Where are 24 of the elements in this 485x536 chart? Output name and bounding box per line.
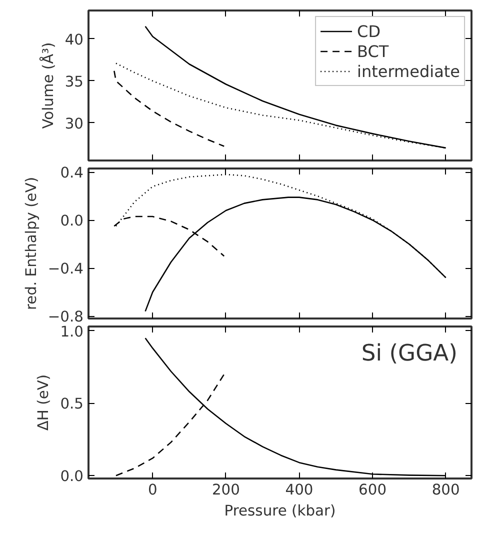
x-axis-title: Pressure (kbar): [224, 502, 336, 520]
legend-label: BCT: [357, 42, 389, 60]
y-tick-label: 0.0: [60, 468, 84, 486]
y-tick-label: 0.4: [60, 164, 84, 182]
x-tick-label: 200: [212, 482, 240, 498]
annotation: Si (GGA): [361, 340, 458, 366]
x-tick-label: 600: [358, 482, 387, 498]
y-tick-label: 35: [64, 73, 84, 90]
y-tick-label: 40: [64, 31, 84, 48]
legend-label: intermediate: [357, 62, 460, 80]
y-tick-label: −0.4: [48, 260, 84, 278]
x-tick-label: 800: [432, 482, 460, 498]
y-axis-title: red. Enthalpy (eV): [22, 176, 40, 310]
line-series: [114, 70, 225, 147]
x-tick-label: 0: [148, 482, 158, 498]
y-axis-title: Volume (Å³): [38, 42, 57, 129]
y-tick-label: 30: [64, 115, 84, 132]
legend-label: CD: [357, 22, 381, 40]
y-tick-label: 0.5: [60, 396, 84, 413]
y-tick-label: −0.8: [48, 308, 84, 326]
y-axis-title: ΔH (eV): [35, 374, 52, 431]
y-tick-label: 0.0: [60, 212, 84, 230]
x-tick-label: 400: [285, 482, 314, 498]
y-tick-label: 1.0: [60, 323, 84, 340]
